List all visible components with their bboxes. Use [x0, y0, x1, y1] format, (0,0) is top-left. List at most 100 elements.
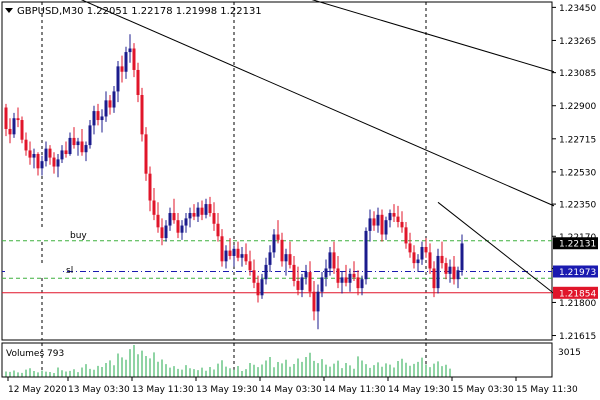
candle-bull [324, 259, 328, 287]
candle-bear [380, 209, 384, 242]
candle-body [188, 213, 192, 219]
candle-body [436, 255, 440, 289]
symbol-ohlc-header: GBPUSD,M30 1.22051 1.22178 1.21998 1.221… [17, 6, 262, 17]
candle-bear [248, 250, 252, 276]
candle-bear [24, 132, 28, 156]
candle-body [180, 225, 184, 233]
time-tick-label: 14 May 19:30 [388, 385, 450, 395]
dropdown-triangle-icon[interactable] [5, 8, 13, 13]
price-levels [2, 240, 552, 294]
candle-bull [168, 207, 172, 231]
candle-body [128, 48, 132, 53]
candle-body [280, 239, 284, 262]
candle-body [276, 234, 280, 240]
time-tick-label: 14 May 03:30 [260, 385, 322, 395]
price-box [553, 286, 598, 299]
candle-body [32, 154, 36, 158]
candle-body [416, 259, 420, 264]
candle-bear [160, 218, 164, 246]
candle-body [192, 213, 196, 217]
candle-body [448, 266, 452, 274]
price-axis: 1.23450 1.23265 1.23085 1.22900 1.22715 1.225… [552, 4, 598, 342]
candle-body [296, 280, 300, 290]
candle-bear [252, 259, 256, 289]
candle-body [20, 120, 24, 140]
candle-bull [284, 248, 288, 276]
candle-bear [228, 238, 232, 260]
candle-body [76, 141, 80, 146]
candle-body [144, 134, 148, 174]
trendlines [80, 0, 555, 294]
sl-label-mask [5, 265, 63, 275]
price-tick-label: 1.23085 [559, 69, 596, 79]
candle-body [328, 252, 332, 269]
candle-bear [428, 243, 432, 274]
candle-body [348, 273, 352, 283]
candle-bull [84, 141, 88, 162]
candle-body [256, 282, 260, 296]
candle-body [64, 150, 68, 155]
candle-bear [424, 238, 428, 258]
candle-body [248, 261, 252, 271]
candle-body [116, 66, 120, 92]
candle-body [72, 137, 76, 146]
candle-body [372, 218, 376, 226]
time-tick-label: 13 May 11:30 [132, 385, 194, 395]
candle-body [132, 48, 136, 70]
buy-label-mask-2 [89, 229, 111, 239]
candle-bull [368, 209, 372, 242]
candle-body [268, 252, 272, 265]
price-box-label: 1.22131 [559, 240, 596, 250]
candle-body [24, 139, 28, 151]
time-tick-label: 13 May 03:30 [68, 385, 130, 395]
candle-body [368, 218, 372, 231]
candle-body [432, 268, 436, 289]
candle-bear [412, 245, 416, 269]
candle-body [396, 216, 400, 222]
candle-body [8, 128, 12, 135]
candle-bull [88, 120, 92, 149]
candle-bear [452, 255, 456, 285]
candle-bull [416, 254, 420, 273]
candle-body [316, 291, 320, 312]
candle-body [136, 69, 140, 95]
candle-bear [212, 202, 216, 231]
volume-scale-max: 3015 [558, 348, 581, 358]
time-tick-label: 15 May 11:30 [516, 385, 578, 395]
candle-bear [20, 116, 24, 144]
candle-bear [308, 261, 312, 298]
candle-body [12, 118, 16, 135]
candle-bull [260, 273, 264, 299]
candle-bear [356, 270, 360, 296]
candle-body [376, 214, 380, 226]
candle-bull [180, 220, 184, 240]
candle-bull [32, 148, 36, 169]
candle-body [148, 173, 152, 201]
candle-bear [156, 202, 160, 233]
candle-bull [348, 268, 352, 292]
candle-body [380, 214, 384, 235]
candle-body [384, 220, 388, 235]
candle-bear [172, 198, 176, 224]
candle-bear [96, 103, 100, 126]
candle-body [304, 272, 308, 278]
candle-body [88, 125, 92, 146]
candle-bear [108, 94, 112, 115]
candle-bear [16, 107, 20, 128]
candle-body [84, 145, 88, 153]
volume-panel: Volumes 793 [1, 342, 553, 378]
candle-bear [152, 187, 156, 221]
candle-bull [448, 259, 452, 283]
candle-body [300, 277, 304, 290]
candle-body [388, 213, 392, 221]
candle-bull [76, 137, 80, 156]
candle-body [52, 157, 56, 167]
time-axis: 12 May 2020 13 May 03:30 13 May 11:30 13 Ma… [7, 377, 578, 395]
candle-bear [344, 264, 348, 287]
candle-body [344, 277, 348, 283]
candle-bear [148, 166, 152, 212]
candle-body [252, 270, 256, 283]
price-box-label: 1.21854 [559, 289, 596, 299]
candle-bull [264, 257, 268, 285]
